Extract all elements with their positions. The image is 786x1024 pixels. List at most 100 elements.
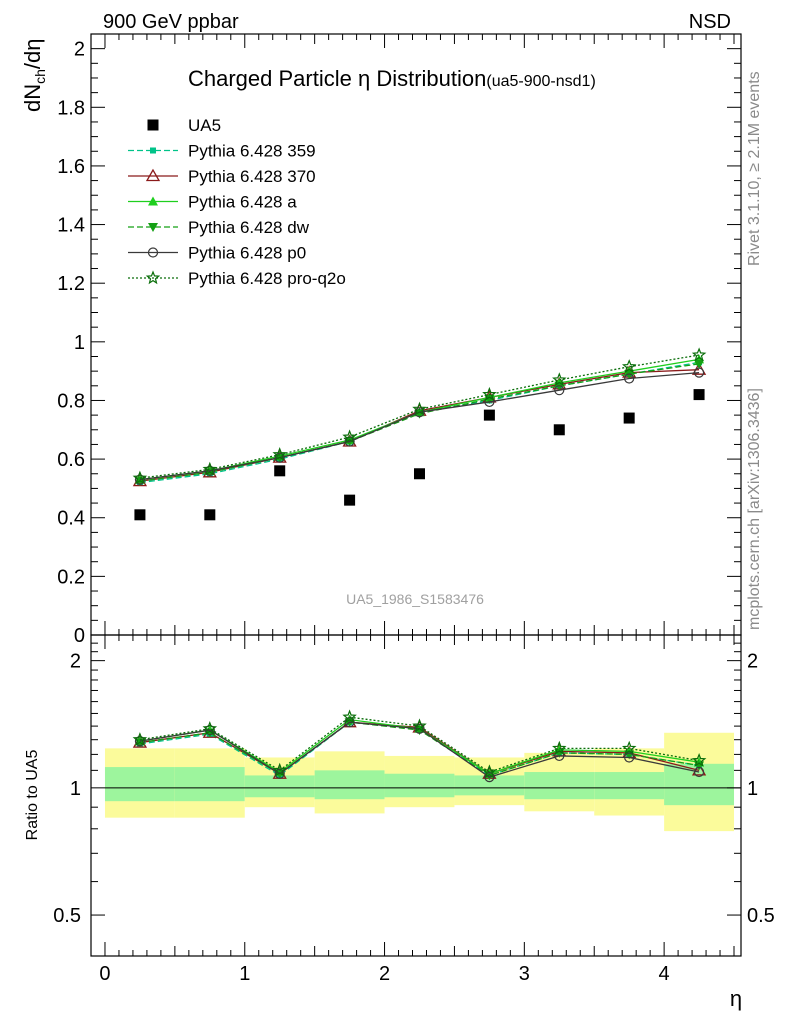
ratio-marker-4	[204, 724, 215, 736]
legend-marker	[145, 168, 161, 182]
data-point-ua5	[623, 412, 635, 424]
rivet-version-label: Rivet 3.1.10, ≥ 2.1M events	[746, 71, 763, 266]
y-tick-label-top: 1	[74, 332, 85, 354]
legend-label: Pythia 6.428 p0	[188, 244, 306, 263]
data-point-ua5	[413, 468, 425, 480]
uncertainty-band-inner	[594, 772, 665, 800]
series-marker-4	[624, 373, 635, 384]
data-point-ua5	[693, 389, 705, 401]
series-marker-5	[552, 372, 567, 387]
ratio-marker-5	[342, 709, 357, 724]
data-point-ua5	[204, 509, 216, 521]
x-tick-label: 2	[379, 963, 390, 985]
ratio-marker-4	[484, 772, 495, 783]
series-line-4	[139, 371, 700, 481]
uncertainty-band-inner	[384, 773, 455, 798]
header-right: NSD	[689, 11, 731, 33]
legend-label: Pythia 6.428 359	[188, 142, 316, 161]
y-tick-label-top: 1.4	[57, 215, 85, 237]
y-tick-label-top: 1.6	[57, 156, 85, 178]
y-axis-label-top: dNch/dη	[20, 38, 48, 112]
legend-label: UA5	[188, 116, 221, 135]
y-tick-label-top: 1.2	[57, 273, 85, 295]
y-axis-label-ratio: Ratio to UA5	[24, 750, 41, 841]
y-tick-label-ratio-right: 1	[747, 778, 758, 800]
analysis-watermark: UA5_1986_S1583476	[346, 591, 484, 607]
series-marker-3	[624, 370, 635, 380]
uncertainty-band-inner	[314, 770, 385, 800]
legend-marker	[147, 247, 159, 258]
x-tick-label: 3	[519, 963, 530, 985]
y-tick-label-top: 1.8	[57, 97, 85, 119]
series-marker-4	[134, 474, 146, 485]
series-marker-4	[554, 385, 565, 396]
uncertainty-band-inner	[664, 763, 735, 806]
series-marker-5	[691, 347, 707, 362]
legend-marker	[147, 119, 159, 131]
y-tick-label-top: 0	[74, 625, 85, 647]
x-tick-label: 1	[239, 963, 250, 985]
ratio-marker-5	[412, 718, 427, 733]
ratio-marker-4	[624, 752, 635, 763]
legend-label: Pythia 6.428 370	[188, 167, 316, 186]
chart-title: Charged Particle η Distribution(ua5-900-…	[188, 66, 596, 91]
ratio-marker-5	[691, 752, 707, 767]
y-tick-label-top: 0.2	[57, 566, 85, 588]
series-marker-3	[694, 359, 705, 369]
data-point-ua5	[344, 494, 356, 506]
header-left: 900 GeV ppbar	[103, 11, 239, 33]
uncertainty-band-inner	[454, 775, 525, 796]
ratio-marker-4	[414, 723, 425, 734]
uncertainty-band-inner	[104, 767, 175, 802]
ratio-marker-5	[272, 762, 287, 777]
y-tick-label-top: 0.4	[57, 508, 85, 530]
y-tick-label-ratio-right: 0.5	[747, 905, 775, 927]
data-point-ua5	[274, 465, 286, 477]
series-marker-4	[414, 407, 425, 418]
series-marker-5	[412, 401, 427, 416]
y-tick-label-ratio: 1	[70, 778, 81, 800]
series-marker-5	[342, 429, 357, 444]
legend-marker	[148, 196, 158, 206]
y-tick-label-ratio: 0.5	[53, 905, 81, 927]
y-tick-label-ratio: 2	[70, 651, 81, 673]
x-tick-label: 4	[659, 963, 670, 985]
data-point-ua5	[483, 409, 495, 421]
series-marker-5	[202, 461, 218, 476]
legend-marker	[150, 147, 156, 154]
legend-marker	[148, 223, 158, 232]
ratio-marker-5	[132, 732, 148, 746]
series-marker-5	[482, 386, 497, 401]
data-point-ua5	[134, 509, 146, 521]
series-line-1	[139, 369, 700, 482]
ratio-marker-4	[274, 768, 285, 779]
series-marker-5	[272, 447, 287, 461]
ratio-marker-1	[691, 763, 707, 776]
legend-label: Pythia 6.428 dw	[188, 218, 310, 237]
legend-label: Pythia 6.428 a	[188, 193, 297, 212]
series-line-2	[139, 358, 700, 481]
y-tick-label-top: 0.6	[57, 449, 85, 471]
ratio-marker-5	[552, 740, 567, 755]
ratio-marker-5	[202, 721, 218, 735]
series-marker-4	[274, 452, 285, 463]
mcplots-label: mcplots.cern.ch [arXiv:1306.3436]	[746, 388, 763, 630]
series-marker-5	[132, 470, 148, 485]
x-axis-label: η	[730, 986, 742, 1011]
ratio-plot-frame	[90, 634, 742, 957]
ratio-marker-4	[134, 736, 146, 747]
series-marker-4	[204, 465, 215, 476]
data-point-ua5	[553, 424, 565, 436]
ratio-marker-5	[482, 764, 497, 779]
ratio-line-5	[139, 716, 700, 773]
ratio-marker-5	[621, 740, 637, 755]
y-tick-label-top: 0.8	[57, 390, 85, 412]
y-tick-label-top: 2	[74, 39, 85, 61]
y-tick-label-ratio-right: 2	[747, 651, 758, 673]
series-line-5	[139, 354, 700, 479]
legend-label: Pythia 6.428 pro-q2o	[188, 269, 346, 288]
series-marker-4	[693, 367, 705, 378]
x-tick-label: 0	[99, 963, 110, 985]
uncertainty-band-inner	[244, 775, 315, 798]
